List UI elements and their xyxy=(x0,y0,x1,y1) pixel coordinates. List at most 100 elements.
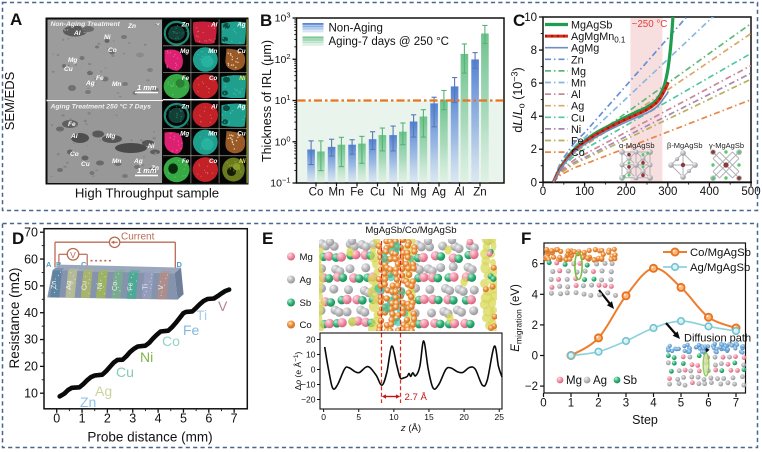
svg-text:Co/MgAgSb: Co/MgAgSb xyxy=(690,247,751,259)
svg-text:4: 4 xyxy=(650,398,657,410)
svg-text:200: 200 xyxy=(617,186,636,198)
svg-text:Mg: Mg xyxy=(106,133,115,140)
svg-text:Fe: Fe xyxy=(182,158,190,165)
svg-text:D: D xyxy=(12,229,24,248)
svg-text:Ag: Ag xyxy=(133,158,143,165)
svg-text:1: 1 xyxy=(79,412,86,426)
svg-text:0: 0 xyxy=(540,398,546,410)
svg-text:Fe: Fe xyxy=(183,322,200,338)
svg-text:Co: Co xyxy=(108,47,117,54)
svg-text:Ni: Ni xyxy=(571,124,581,136)
svg-text:Ag: Ag xyxy=(432,187,446,199)
svg-text:A: A xyxy=(46,260,52,269)
svg-text:4: 4 xyxy=(532,289,539,301)
svg-text:Fe: Fe xyxy=(125,282,134,290)
svg-text:AgMg: AgMg xyxy=(571,43,599,55)
svg-text:6: 6 xyxy=(705,398,711,410)
svg-text:Aging Treatment 250 °C 7 Days: Aging Treatment 250 °C 7 Days xyxy=(50,103,152,111)
svg-text:Mg: Mg xyxy=(180,48,189,55)
svg-text:6: 6 xyxy=(532,259,538,271)
svg-text:Ni: Ni xyxy=(239,75,246,82)
svg-text:5: 5 xyxy=(180,412,187,426)
svg-text:z (Å): z (Å) xyxy=(400,423,421,434)
svg-text:Co: Co xyxy=(209,75,218,82)
svg-text:Probe distance (mm): Probe distance (mm) xyxy=(87,430,212,445)
svg-text:Ag: Ag xyxy=(64,281,73,290)
svg-text:−20: −20 xyxy=(301,395,316,405)
svg-text:MgAgSb: MgAgSb xyxy=(571,20,612,32)
svg-text:Δρ (e Å−1): Δρ (e Å−1) xyxy=(293,351,303,390)
svg-text:V: V xyxy=(156,285,165,290)
svg-text:20: 20 xyxy=(24,360,38,374)
svg-text:Cu: Cu xyxy=(571,112,585,124)
svg-text:Emigration (eV): Emigration (eV) xyxy=(510,284,524,352)
svg-text:Fe: Fe xyxy=(350,187,363,199)
svg-text:B: B xyxy=(56,260,62,269)
svg-text:2: 2 xyxy=(595,398,601,410)
svg-text:Ag: Ag xyxy=(236,103,246,110)
svg-text:Thickness of IRL (μm): Thickness of IRL (μm) xyxy=(260,40,274,162)
svg-text:V: V xyxy=(218,298,228,314)
svg-text:⌄: ⌄ xyxy=(155,20,161,27)
svg-text:5: 5 xyxy=(356,412,361,422)
svg-text:4: 4 xyxy=(531,111,538,123)
svg-text:6: 6 xyxy=(205,412,212,426)
svg-text:Ag: Ag xyxy=(300,275,312,286)
svg-text:Cu: Cu xyxy=(237,48,246,55)
svg-text:Co: Co xyxy=(70,151,79,158)
svg-text:Mg: Mg xyxy=(411,187,427,199)
svg-text:Co: Co xyxy=(110,282,119,291)
svg-text:1: 1 xyxy=(568,398,574,410)
svg-text:2: 2 xyxy=(532,320,538,332)
svg-text:Zn: Zn xyxy=(473,187,486,199)
svg-text:F: F xyxy=(521,229,531,248)
svg-text:Ag: Ag xyxy=(85,80,95,87)
svg-text:Zn: Zn xyxy=(127,23,136,30)
svg-text:Mn: Mn xyxy=(208,48,217,55)
svg-text:Zn: Zn xyxy=(80,394,96,410)
svg-text:Ni: Ni xyxy=(393,187,404,199)
svg-text:γ-MgAgSb: γ-MgAgSb xyxy=(709,141,744,150)
svg-text:Al: Al xyxy=(73,30,81,37)
svg-text:0: 0 xyxy=(321,412,326,422)
svg-text:Non-Aging: Non-Aging xyxy=(329,23,383,35)
svg-text:Zn: Zn xyxy=(49,281,58,289)
svg-text:100: 100 xyxy=(575,186,594,198)
svg-text:Cu: Cu xyxy=(80,281,89,290)
svg-text:Cu: Cu xyxy=(370,187,385,199)
svg-text:SEM/EDS: SEM/EDS xyxy=(2,71,17,130)
svg-text:Ni: Ni xyxy=(148,143,155,150)
svg-text:Ni: Ni xyxy=(239,158,246,165)
svg-text:β-MgAgSb: β-MgAgSb xyxy=(667,141,703,150)
svg-text:B: B xyxy=(260,11,272,30)
svg-text:Al: Al xyxy=(571,89,581,101)
svg-text:Mn: Mn xyxy=(571,78,586,90)
svg-text:Sb: Sb xyxy=(300,298,312,309)
svg-text:Zn: Zn xyxy=(571,54,584,66)
svg-text:0: 0 xyxy=(53,412,60,426)
svg-text:3: 3 xyxy=(129,412,136,426)
svg-text:Diffusion path: Diffusion path xyxy=(684,333,751,345)
svg-text:2: 2 xyxy=(104,412,111,426)
svg-text:−2: −2 xyxy=(525,381,538,393)
svg-text:Mn: Mn xyxy=(112,158,121,165)
svg-text:Zn: Zn xyxy=(180,103,189,110)
svg-text:Ag: Ag xyxy=(593,375,607,387)
svg-text:Cu: Cu xyxy=(237,131,246,138)
svg-text:Al: Al xyxy=(70,133,78,140)
svg-text:20: 20 xyxy=(459,412,469,422)
svg-text:40: 40 xyxy=(24,306,38,320)
svg-text:Fe: Fe xyxy=(182,75,190,82)
svg-text:C: C xyxy=(513,11,525,30)
svg-text:Cu: Cu xyxy=(81,161,90,168)
svg-text:Mg: Mg xyxy=(180,131,189,138)
svg-text:60: 60 xyxy=(24,252,38,266)
svg-text:~250 °C: ~250 °C xyxy=(632,19,668,30)
svg-text:Mn: Mn xyxy=(208,131,217,138)
svg-text:A: A xyxy=(10,10,22,29)
svg-text:10: 10 xyxy=(389,412,399,422)
svg-text:D: D xyxy=(177,260,183,269)
svg-text:Mg: Mg xyxy=(571,66,586,78)
svg-text:Ag: Ag xyxy=(95,383,112,399)
svg-text:Current: Current xyxy=(121,232,155,243)
